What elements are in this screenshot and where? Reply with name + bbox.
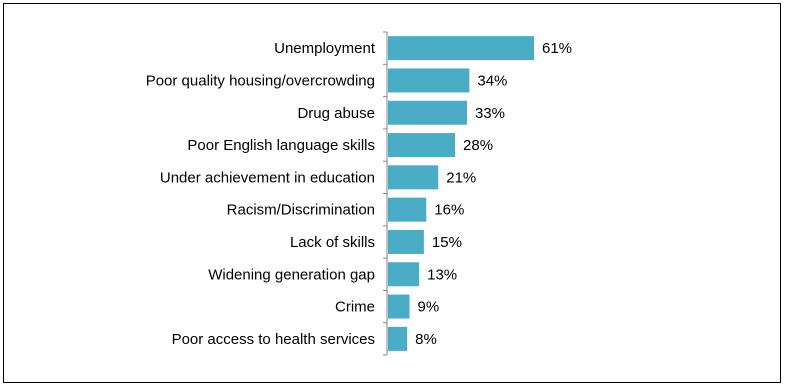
category-label: Poor access to health services	[172, 331, 375, 348]
value-label: 16%	[434, 202, 464, 219]
bar	[388, 294, 410, 319]
bar	[388, 262, 420, 287]
value-label: 13%	[427, 266, 457, 283]
category-label: Under achievement in education	[160, 169, 375, 186]
category-label: Widening generation gap	[208, 266, 375, 283]
category-label: Unemployment	[274, 40, 376, 57]
value-label: 61%	[542, 40, 572, 57]
value-label: 9%	[418, 299, 440, 316]
category-label: Poor quality housing/overcrowding	[146, 72, 375, 89]
value-label: 33%	[475, 105, 505, 122]
bar	[388, 36, 534, 61]
category-label: Crime	[335, 299, 375, 316]
bar	[388, 133, 456, 158]
value-label: 15%	[432, 234, 462, 251]
bar	[388, 197, 427, 222]
bar	[388, 165, 439, 190]
value-label: 28%	[463, 137, 493, 154]
bar	[388, 68, 470, 93]
value-label: 21%	[446, 169, 476, 186]
category-label: Lack of skills	[290, 234, 375, 251]
category-label: Racism/Discrimination	[227, 202, 375, 219]
bar	[388, 100, 467, 125]
value-label: 8%	[415, 331, 437, 348]
value-label: 34%	[477, 72, 507, 89]
bar	[388, 229, 424, 254]
bar	[388, 326, 408, 351]
category-label: Poor English language skills	[187, 137, 375, 154]
category-label: Drug abuse	[297, 105, 375, 122]
chart-frame	[3, 3, 781, 383]
